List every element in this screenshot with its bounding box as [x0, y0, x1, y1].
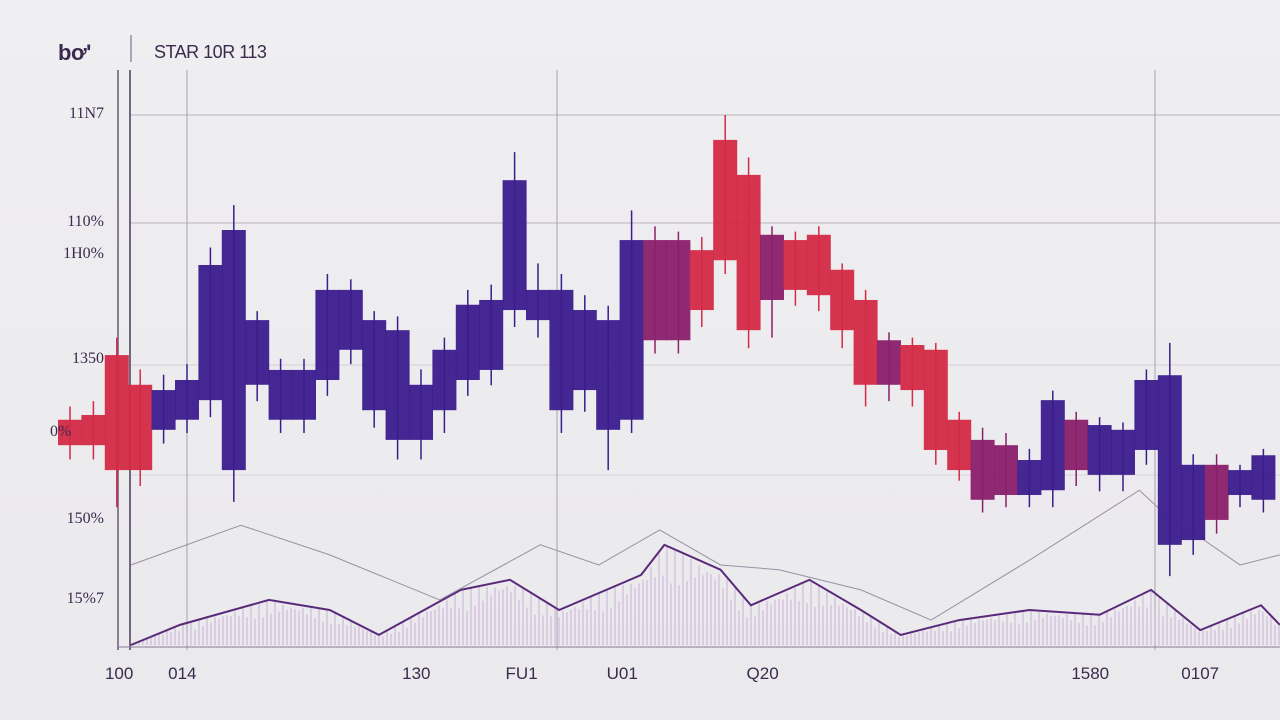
- candle-body: [572, 310, 597, 391]
- y-tick-label: 150%: [66, 509, 104, 527]
- y-tick-label: 110%: [67, 213, 104, 231]
- y-tick-label: 0%: [50, 423, 72, 440]
- y-tick-label: 15%7: [66, 589, 104, 607]
- candle-body: [409, 384, 433, 440]
- candles: [58, 115, 1276, 577]
- candle-body: [479, 299, 504, 370]
- candle-body: [1204, 464, 1229, 520]
- candle-body: [268, 369, 293, 420]
- y-tick-label: 11N7: [69, 105, 104, 122]
- candle-body: [994, 445, 1018, 496]
- candle-body: [900, 345, 925, 391]
- candle-body: [853, 299, 878, 385]
- candle-body: [1111, 429, 1135, 475]
- candle-body: [338, 289, 363, 350]
- x-tick-label: FU1: [505, 664, 538, 683]
- candle-body: [1017, 460, 1042, 496]
- candle-body: [877, 340, 901, 385]
- candle-body: [315, 289, 340, 380]
- x-tick-label: 014: [168, 664, 197, 683]
- x-tick-label: 100: [104, 664, 134, 683]
- volume-bars: [134, 546, 1280, 645]
- candle-body: [1087, 425, 1112, 475]
- candle-body: [666, 240, 691, 341]
- x-tick-label: Q20: [746, 664, 779, 683]
- candle-body: [175, 380, 199, 420]
- x-tick-label: U01: [606, 664, 638, 683]
- chart-subtitle: STAR 10R 113: [154, 42, 267, 62]
- candle-body: [806, 234, 831, 296]
- candle-body: [221, 230, 246, 471]
- candle-body: [643, 240, 667, 341]
- candle-body: [526, 289, 550, 321]
- candle-body: [783, 240, 808, 290]
- candle-body: [1228, 470, 1252, 496]
- candle-body: [923, 349, 948, 450]
- x-tick-label: 130: [402, 664, 431, 683]
- candle-body: [549, 289, 574, 411]
- candle-body: [104, 355, 129, 471]
- candle-body: [1040, 400, 1065, 491]
- candle-body: [596, 320, 621, 430]
- candle-body: [689, 250, 714, 311]
- gridlines: [117, 35, 1280, 650]
- candle-body: [502, 180, 527, 311]
- candle-body: [1251, 455, 1276, 500]
- candle-body: [58, 419, 82, 446]
- candle-body: [1064, 419, 1089, 471]
- candle-body: [362, 320, 387, 411]
- y-tick-label: 1H0%: [63, 244, 104, 262]
- candle-body: [151, 390, 176, 430]
- candle-body: [713, 139, 738, 261]
- line-series: [130, 489, 1280, 646]
- y-tick-label: 1350: [72, 349, 104, 367]
- candle-body: [292, 369, 316, 420]
- line-1: [130, 543, 1280, 646]
- candle-body: [1157, 375, 1182, 545]
- candle-body: [760, 234, 784, 300]
- candle-body: [736, 174, 761, 331]
- x-tick-label: 1580: [1071, 664, 1110, 683]
- chart-title: bơ': [58, 40, 91, 65]
- x-tick-label: 0107: [1181, 664, 1220, 683]
- candle-body: [198, 264, 223, 401]
- candle-body: [830, 269, 855, 331]
- candle-body: [385, 330, 410, 440]
- candle-body: [947, 419, 972, 471]
- candle-body: [81, 414, 106, 446]
- candle-body: [1181, 464, 1206, 541]
- candle-body: [455, 304, 480, 380]
- candle-body: [619, 240, 644, 420]
- candle-body: [970, 439, 995, 500]
- line-2: [130, 489, 1280, 621]
- candle-body: [1134, 380, 1159, 450]
- candle-body: [432, 349, 457, 411]
- candle-body: [128, 384, 153, 471]
- candle-body: [245, 320, 270, 385]
